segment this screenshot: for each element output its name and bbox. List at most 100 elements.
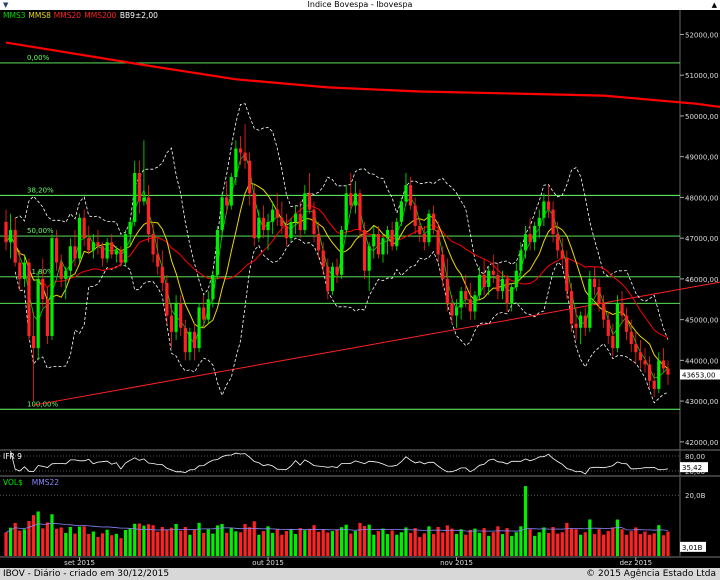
volume-bar [137,523,141,556]
candle-body [441,254,445,279]
legend-entry: BB9±2,00 [120,11,158,20]
chart-canvas: MMS3 MMS8 MMS20 MMS200 BB9±2,00 0,00% 38,20% 5… [0,10,720,567]
volume-bar [376,531,380,556]
volume-bar [648,534,652,556]
volume-bar [280,534,284,556]
candle-body [45,299,49,336]
volume-bar [606,531,610,556]
volume-bar [225,532,229,556]
candle-body [491,270,495,275]
volume-bar [344,524,348,556]
volume-bar [257,534,261,556]
candle-body [362,230,367,271]
volume-bar [54,528,59,556]
candle-body [666,368,670,375]
volume-bar [588,519,592,556]
volume-bar [41,528,45,556]
volume-bar [307,528,312,556]
volume-bar [68,526,72,556]
volume-bar [261,531,266,556]
volume-bar [514,532,518,556]
candle-body [523,234,528,251]
candle-body [349,193,353,206]
candle-body [225,197,229,206]
candle-body [8,230,13,243]
volume-bar [533,535,537,556]
volume-bar [657,525,661,556]
volume-legend-entry: VOL$ [3,478,23,487]
volume-bar [275,529,279,556]
candle-body [275,209,279,218]
volume-bar [395,534,399,556]
bollinger-upper-line [15,103,669,340]
candle-body [399,201,403,222]
candle-body [100,246,105,259]
volume-bar [482,528,486,556]
candle-body [528,234,532,243]
scroll-up-icon[interactable]: ▲ [711,1,717,9]
candle-body [123,234,128,263]
volume-bar [565,522,569,556]
candle-body [436,230,440,255]
volume-bar [183,526,187,556]
candle-body [321,250,325,267]
volume-bar [597,529,601,556]
volume-bar [500,534,505,556]
price-panel: MMS3 MMS8 MMS20 MMS200 BB9±2,00 0,00% 38,20% 5… [0,10,720,450]
volume-legend-entry: MMS22 [32,478,59,487]
volume-bar [59,527,63,556]
candle-body [206,299,210,320]
candle-body [248,160,252,194]
candle-body [64,270,68,279]
candle-body [284,225,289,239]
candle-body [330,266,335,292]
price-tick-label: 51000,00 [685,72,718,80]
volume-bar [229,528,233,556]
candle-body [592,278,597,288]
time-tick-label: out 2015 [252,559,284,567]
candle-body [54,238,59,263]
candle-body [289,221,293,239]
volume-bar [546,532,551,556]
bollinger-bands [14,103,669,404]
candle-body [73,246,77,259]
volume-bar [36,511,40,556]
candle-body [565,258,569,292]
volume-bar [477,532,482,556]
volume-bar [87,534,91,556]
volume-bar [206,529,210,556]
volume-bar [339,527,344,556]
volume-bar [542,527,546,556]
volume-bar [464,534,468,556]
candle-body [620,303,624,316]
fib-level-label: 100,00% [27,400,58,408]
volume-bar [487,535,491,556]
price-axis: 52000,00 51000,00 50000,00 49000,00 48000,00… [680,31,718,447]
price-tick-label: 47000,00 [685,235,718,243]
volume-bar [211,533,215,556]
price-tick-label: 42000,00 [685,439,718,447]
candle-body [537,217,541,226]
volume-bar [399,532,403,556]
candle-body [634,344,638,353]
legend-entry: MMS3 [3,11,26,20]
candle-body [648,364,652,381]
fib-level-label: 38,20% [27,186,54,194]
volume-bar [142,525,146,556]
candle-body [192,331,197,349]
volume-bar [114,533,118,556]
window-menu-icon[interactable]: ▼ [3,1,9,9]
candle-body [496,274,500,292]
volume-bar [188,534,192,556]
candle-body [468,299,472,312]
ifr-tick-label: 80,00 [685,453,705,461]
volume-bar [505,528,509,556]
ifr-last-box [680,462,708,473]
volume-bar [335,529,339,556]
volume-bar [123,529,128,556]
candle-body [169,315,174,332]
volume-bar [18,530,22,556]
candle-body [459,291,463,308]
volume-bar [31,515,36,556]
volume-bar [202,532,206,556]
